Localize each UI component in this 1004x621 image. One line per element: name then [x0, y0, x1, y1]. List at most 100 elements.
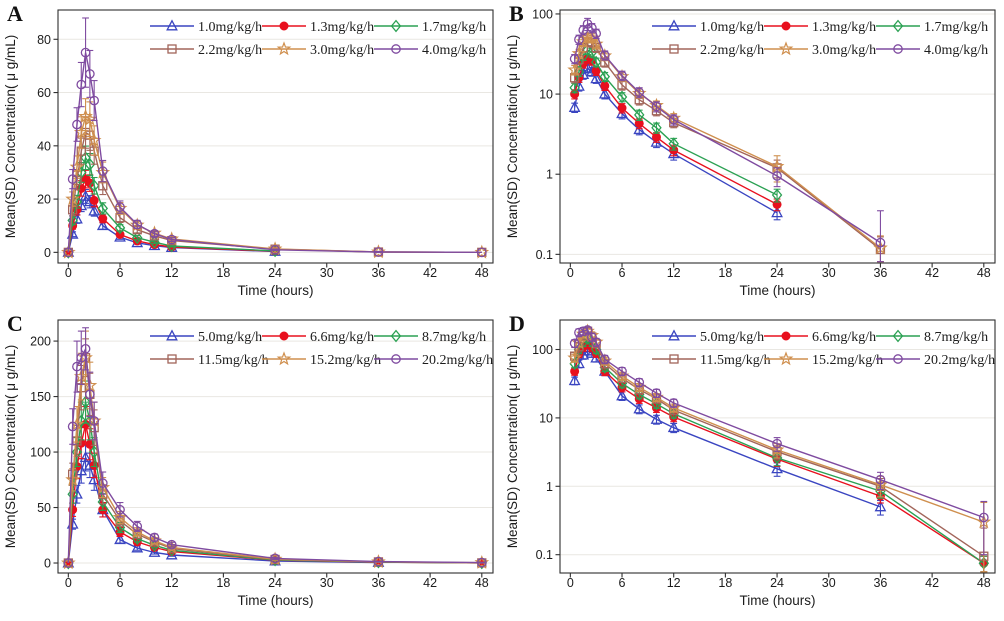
legend-item-label: 1.7mg/kg/h: [924, 20, 988, 35]
x-tick-label: 12: [667, 576, 681, 590]
x-tick-label: 24: [268, 576, 282, 590]
x-tick-label: 0: [567, 576, 574, 590]
x-tick-label: 12: [165, 576, 179, 590]
x-axis-title: Time (hours): [237, 593, 313, 608]
legend-item-label: 4.0mg/kg/h: [422, 43, 486, 58]
panel-c-chart: 0 6 12 18 24 30 36 42 48 0 50 100 150 200 Time (hours)…: [3, 319, 494, 608]
panel-a: 0 6 12 18 24 30 36 42 48 0 20 40 60 80 Time (hours) Mea…: [0, 0, 502, 310]
x-tick-label: 48: [475, 266, 489, 280]
x-tick-label: 48: [977, 266, 991, 280]
legend-item-1.0mg-kg-h: 1.0mg/kg/h: [652, 19, 764, 35]
legend-item-1.3mg-kg-h: 1.3mg/kg/h: [764, 20, 876, 35]
x-tick-label: 6: [117, 576, 124, 590]
legend-item-4.0mg-kg-h: 4.0mg/kg/h: [374, 43, 486, 58]
legend: 1.0mg/kg/h 1.3mg/kg/h 1.7mg/kg/h 2.2mg/kg/h…: [652, 19, 988, 58]
gridlines: [560, 349, 995, 556]
x-tick-label: 42: [423, 266, 437, 280]
x-tick-label: 6: [619, 266, 626, 280]
panel-letter-d: D: [509, 311, 525, 336]
y-tick-label: 10: [539, 88, 553, 102]
legend-item-8.7mg-kg-h: 8.7mg/kg/h: [876, 329, 988, 345]
legend-item-label: 15.2mg/kg/h: [812, 353, 883, 368]
x-tick-label: 18: [216, 576, 230, 590]
x-tick-label: 36: [371, 266, 385, 280]
legend-item-11.5mg-kg-h: 11.5mg/kg/h: [652, 353, 771, 368]
y-axis-title: Mean(SD) Concentration( μ g/mL): [3, 345, 18, 549]
legend-item-8.7mg-kg-h: 8.7mg/kg/h: [374, 329, 486, 345]
panel-d: 0 6 12 18 24 30 36 42 48 0.1 1 10 100 Time (hours) Mea…: [502, 310, 1004, 621]
x-tick-label: 18: [718, 576, 732, 590]
y-tick-label: 10: [539, 411, 553, 425]
series-20.2mg-kg-h: [569, 325, 989, 556]
y-axis: 0.1 1 10 100: [532, 343, 560, 562]
legend-item-label: 11.5mg/kg/h: [198, 353, 269, 368]
legend-item-1.0mg-kg-h: 1.0mg/kg/h: [150, 19, 262, 35]
legend-item-11.5mg-kg-h: 11.5mg/kg/h: [150, 353, 269, 368]
legend-item-15.2mg-kg-h: 15.2mg/kg/h: [764, 351, 883, 368]
panel-b: 0 6 12 18 24 30 36 42 48 0.1 1 10 100 Time (hours) Mea…: [502, 0, 1004, 310]
x-axis: 0 6 12 18 24 30 36 42 48: [567, 263, 991, 280]
legend-item-6.6mg-kg-h: 6.6mg/kg/h: [764, 330, 876, 345]
panel-letter-b: B: [509, 1, 524, 26]
panel-b-chart: 0 6 12 18 24 30 36 42 48 0.1 1 10 100 Time (hours) Mea…: [505, 7, 996, 298]
x-tick-label: 48: [475, 576, 489, 590]
panel-c: 0 6 12 18 24 30 36 42 48 0 50 100 150 200 Time (hours)…: [0, 310, 502, 621]
x-tick-label: 0: [65, 576, 72, 590]
y-tick-label: 100: [30, 446, 51, 460]
legend-item-label: 20.2mg/kg/h: [422, 353, 493, 368]
x-tick-label: 0: [65, 266, 72, 280]
x-tick-label: 6: [117, 266, 124, 280]
x-axis-title: Time (hours): [739, 593, 815, 608]
x-axis: 0 6 12 18 24 30 36 42 48: [65, 263, 489, 280]
legend-item-label: 15.2mg/kg/h: [310, 353, 381, 368]
x-tick-label: 24: [268, 266, 282, 280]
y-tick-label: 0: [44, 246, 51, 260]
x-tick-label: 18: [216, 266, 230, 280]
legend-item-5.0mg-kg-h: 5.0mg/kg/h: [652, 329, 764, 345]
y-tick-label: 1: [546, 168, 553, 182]
y-tick-label: 100: [532, 343, 553, 357]
series-5.0mg-kg-h: [62, 443, 385, 568]
x-tick-label: 30: [822, 266, 836, 280]
legend-item-6.6mg-kg-h: 6.6mg/kg/h: [262, 330, 374, 345]
x-tick-label: 36: [873, 576, 887, 590]
y-tick-label: 20: [37, 193, 51, 207]
legend-item-label: 1.7mg/kg/h: [422, 20, 486, 35]
legend-item-label: 1.3mg/kg/h: [812, 20, 876, 35]
series-3.0mg-kg-h: [60, 98, 490, 259]
legend-item-20.2mg-kg-h: 20.2mg/kg/h: [374, 353, 493, 368]
panel-letter-a: A: [7, 1, 23, 26]
legend-item-label: 4.0mg/kg/h: [924, 43, 988, 58]
y-tick-label: 0: [44, 557, 51, 571]
legend-item-label: 8.7mg/kg/h: [422, 330, 486, 345]
x-axis-title: Time (hours): [739, 283, 815, 298]
legend-item-1.3mg-kg-h: 1.3mg/kg/h: [262, 20, 374, 35]
y-tick-label: 1: [546, 480, 553, 494]
legend-item-2.2mg-kg-h: 2.2mg/kg/h: [150, 43, 262, 58]
series-2.2mg-kg-h: [63, 116, 487, 257]
y-tick-label: 50: [37, 501, 51, 515]
x-tick-label: 6: [619, 576, 626, 590]
x-tick-label: 36: [371, 576, 385, 590]
y-axis: 0 20 40 60 80: [37, 33, 58, 260]
x-tick-label: 48: [977, 576, 991, 590]
legend-item-label: 20.2mg/kg/h: [924, 353, 995, 368]
legend-item-4.0mg-kg-h: 4.0mg/kg/h: [876, 43, 988, 58]
panel-d-chart: 0 6 12 18 24 30 36 42 48 0.1 1 10 100 Time (hours) Mea…: [505, 319, 996, 608]
legend-item-label: 2.2mg/kg/h: [198, 43, 262, 58]
panel-a-chart: 0 6 12 18 24 30 36 42 48 0 20 40 60 80 Time (hours) Mea…: [3, 9, 494, 298]
y-tick-label: 200: [30, 335, 51, 349]
legend-item-15.2mg-kg-h: 15.2mg/kg/h: [262, 351, 381, 368]
legend: 5.0mg/kg/h 6.6mg/kg/h 8.7mg/kg/h 11.5mg/kg/…: [150, 329, 493, 368]
legend-item-label: 1.3mg/kg/h: [310, 20, 374, 35]
legend-item-label: 3.0mg/kg/h: [812, 43, 876, 58]
legend-item-3.0mg-kg-h: 3.0mg/kg/h: [764, 41, 876, 58]
panel-letter-c: C: [7, 311, 23, 336]
legend-item-label: 1.0mg/kg/h: [700, 20, 764, 35]
legend-item-20.2mg-kg-h: 20.2mg/kg/h: [876, 353, 995, 368]
x-tick-label: 30: [822, 576, 836, 590]
y-tick-label: 80: [37, 33, 51, 47]
x-tick-label: 12: [667, 266, 681, 280]
y-tick-label: 100: [532, 7, 553, 21]
